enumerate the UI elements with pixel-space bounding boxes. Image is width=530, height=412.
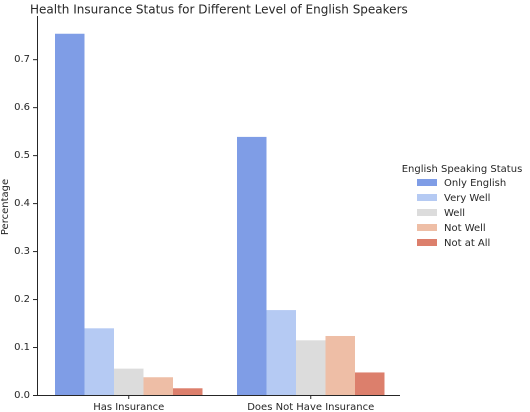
x-tick-label: Has Insurance bbox=[93, 402, 164, 412]
chart-title: Health Insurance Status for Different Le… bbox=[30, 3, 408, 17]
y-tick-label: 0.0 bbox=[14, 390, 30, 401]
legend-swatch-not-at-all bbox=[417, 239, 437, 246]
bar-has-insurance-very-well bbox=[84, 328, 114, 395]
legend-items: Only English Very Well Well Not Well Not at … bbox=[417, 178, 506, 249]
y-tick-label: 0.4 bbox=[14, 198, 30, 209]
legend-swatch-only-english bbox=[417, 179, 437, 186]
legend-label: Very Well bbox=[444, 193, 490, 204]
y-axis-label: Percentage bbox=[0, 179, 11, 235]
y-ticks-group: 0.0 0.1 0.2 0.3 0.4 0.5 0.6 0.7 bbox=[14, 54, 37, 401]
y-tick-label: 0.5 bbox=[14, 150, 30, 161]
bar-no-insurance-only-english bbox=[237, 136, 267, 395]
y-tick-label: 0.3 bbox=[14, 246, 30, 257]
legend-label: Well bbox=[444, 208, 465, 219]
legend: English Speaking Status Only English Very… bbox=[402, 164, 523, 249]
y-tick-label: 0.6 bbox=[14, 102, 30, 113]
legend-swatch-very-well bbox=[417, 194, 437, 201]
bar-no-insurance-very-well bbox=[266, 310, 296, 395]
y-tick-label: 0.2 bbox=[14, 294, 30, 305]
x-ticks-group: Has Insurance Does Not Have Insurance bbox=[93, 395, 374, 412]
legend-swatch-not-well bbox=[417, 224, 437, 231]
x-tick-label: Does Not Have Insurance bbox=[247, 402, 374, 412]
bar-has-insurance-not-at-all bbox=[173, 388, 203, 395]
bars-group bbox=[55, 33, 385, 395]
legend-label: Not Well bbox=[444, 223, 486, 234]
bar-has-insurance-well bbox=[114, 368, 144, 395]
bar-no-insurance-not-well bbox=[325, 335, 355, 395]
bar-has-insurance-only-english bbox=[55, 33, 85, 395]
bar-no-insurance-not-at-all bbox=[355, 372, 385, 395]
legend-label: Only English bbox=[444, 178, 506, 189]
legend-swatch-well bbox=[417, 209, 437, 216]
axes-group bbox=[37, 16, 400, 396]
bar-has-insurance-not-well bbox=[143, 377, 173, 395]
bar-no-insurance-well bbox=[296, 340, 326, 395]
legend-title: English Speaking Status bbox=[402, 164, 523, 175]
legend-label: Not at All bbox=[444, 238, 490, 249]
y-tick-label: 0.1 bbox=[14, 342, 30, 353]
y-tick-label: 0.7 bbox=[14, 54, 30, 65]
